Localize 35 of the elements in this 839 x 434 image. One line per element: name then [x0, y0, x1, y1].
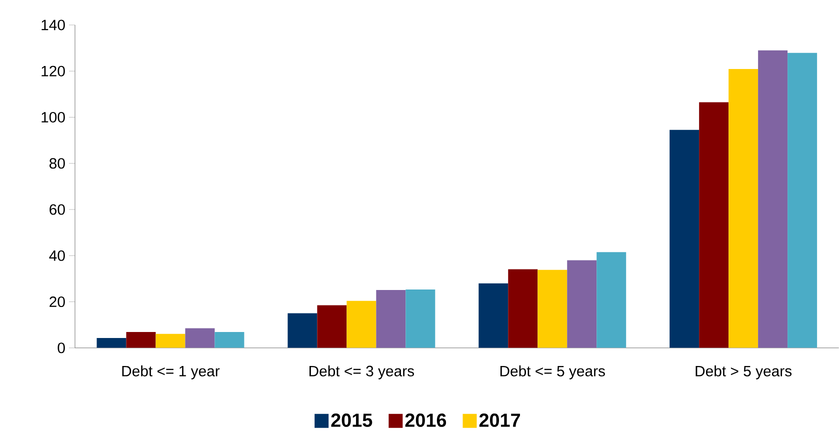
bar [96, 338, 126, 348]
bar [288, 313, 318, 348]
bar [596, 252, 626, 348]
y-tick-label: 120 [42, 66, 65, 76]
bar [758, 50, 788, 348]
bar [126, 332, 156, 348]
y-tick-label: 100 [42, 112, 65, 123]
bar [346, 300, 376, 348]
x-tick-label: Debt <= 1 year [122, 365, 220, 380]
x-tick-label: Debt <= 5 years [500, 365, 605, 380]
y-tick-label: 20 [50, 296, 65, 308]
legend-label: 2015 [331, 414, 372, 427]
y-tick-label: 140 [42, 20, 65, 30]
y-tick-label: 40 [49, 250, 65, 261]
y-tick-label: 80 [50, 158, 65, 169]
bar [728, 69, 758, 348]
y-tick-label: 0 [58, 342, 65, 354]
bar [185, 328, 215, 348]
bar [788, 52, 818, 348]
bar [376, 290, 406, 348]
bar [508, 269, 538, 348]
x-tick-label: Debt <= 3 years [309, 365, 414, 380]
bar [567, 260, 597, 348]
bar [214, 332, 244, 348]
bar [670, 130, 700, 348]
bar [317, 305, 347, 348]
bar [699, 102, 729, 348]
bar [478, 283, 508, 348]
bar [156, 334, 186, 348]
legend-label: 2016 [405, 414, 446, 427]
y-tick-label: 60 [50, 204, 65, 215]
legend-label: 2017 [479, 414, 520, 427]
bar [538, 270, 568, 348]
bar [406, 290, 436, 348]
x-tick-label: Debt > 5 years [696, 365, 792, 380]
